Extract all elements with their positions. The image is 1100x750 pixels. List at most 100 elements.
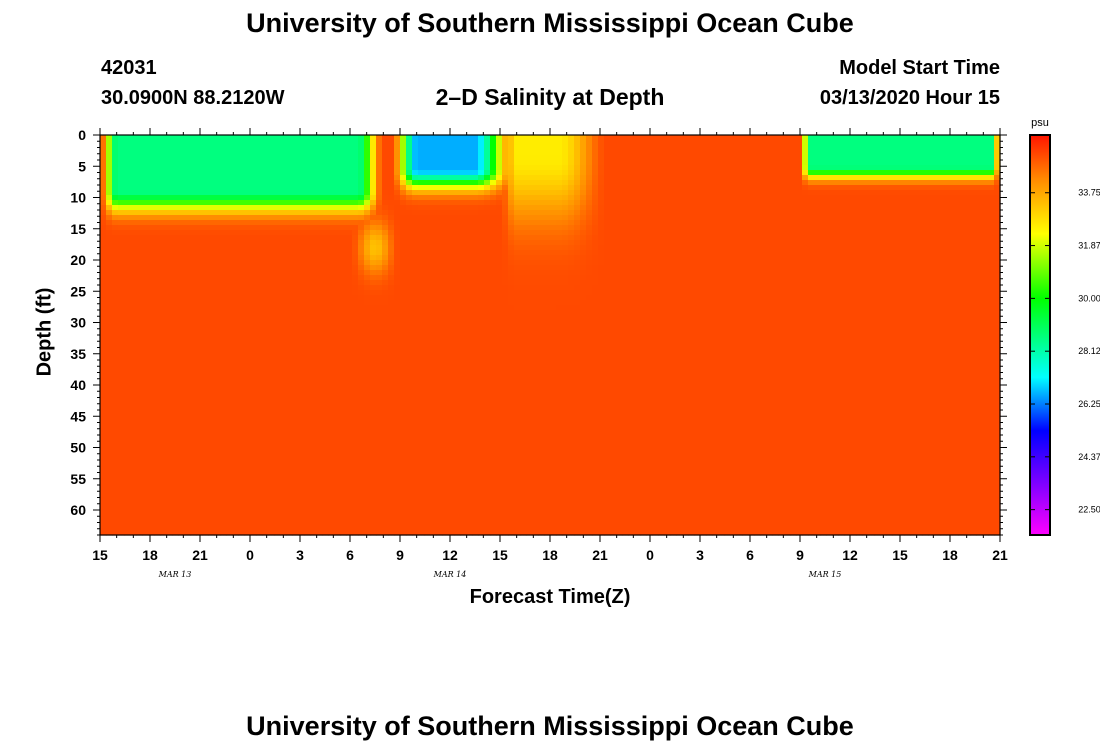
heatmap-cell — [310, 285, 317, 291]
heatmap-cell — [454, 500, 461, 506]
heatmap-cell — [406, 240, 413, 246]
heatmap-cell — [424, 470, 431, 476]
heatmap-cell — [448, 460, 455, 466]
heatmap-cell — [328, 515, 335, 521]
heatmap-cell — [418, 430, 425, 436]
heatmap-cell — [388, 350, 395, 356]
heatmap-cell — [340, 450, 347, 456]
heatmap-cell — [364, 420, 371, 426]
heatmap-cell — [112, 380, 119, 386]
heatmap-cell — [406, 415, 413, 421]
heatmap-cell — [358, 145, 365, 151]
heatmap-cell — [232, 330, 239, 336]
heatmap-cell — [412, 225, 419, 231]
heatmap-cell — [214, 480, 221, 486]
heatmap-cell — [472, 200, 479, 206]
heatmap-cell — [316, 220, 323, 226]
heatmap-cell — [370, 145, 377, 151]
heatmap-cell — [202, 520, 209, 526]
heatmap-cell — [406, 270, 413, 276]
heatmap-cell — [226, 470, 233, 476]
heatmap-cell — [166, 400, 173, 406]
heatmap-cell — [286, 470, 293, 476]
heatmap-cell — [436, 470, 443, 476]
heatmap-cell — [412, 430, 419, 436]
heatmap-cell — [136, 255, 143, 261]
heatmap-cell — [118, 235, 125, 241]
heatmap-cell — [466, 150, 473, 156]
heatmap-cell — [370, 435, 377, 441]
heatmap-cell — [316, 365, 323, 371]
heatmap-cell — [244, 315, 251, 321]
heatmap-cell — [328, 255, 335, 261]
heatmap-cell — [418, 210, 425, 216]
heatmap-cell — [178, 500, 185, 506]
heatmap-cell — [226, 510, 233, 516]
heatmap-cell — [172, 530, 179, 536]
heatmap-cell — [184, 360, 191, 366]
heatmap-cell — [148, 530, 155, 536]
heatmap-cell — [280, 430, 287, 436]
heatmap-cell — [226, 370, 233, 376]
heatmap-cell — [364, 320, 371, 326]
heatmap-cell — [304, 450, 311, 456]
heatmap-cell — [370, 370, 377, 376]
heatmap-cell — [172, 335, 179, 341]
heatmap-cell — [250, 260, 257, 266]
heatmap-cell — [286, 285, 293, 291]
heatmap-cell — [382, 205, 389, 211]
heatmap-cell — [112, 440, 119, 446]
heatmap-cell — [184, 315, 191, 321]
heatmap-cell — [424, 360, 431, 366]
heatmap-cell — [226, 285, 233, 291]
heatmap-cell — [316, 330, 323, 336]
heatmap-cell — [280, 250, 287, 256]
heatmap-cell — [376, 495, 383, 501]
heatmap-cell — [238, 495, 245, 501]
heatmap-cell — [190, 240, 197, 246]
heatmap-cell — [142, 515, 149, 521]
heatmap-cell — [418, 495, 425, 501]
heatmap-cell — [298, 295, 305, 301]
heatmap-cell — [112, 250, 119, 256]
heatmap-cell — [346, 400, 353, 406]
heatmap-cell — [226, 325, 233, 331]
heatmap-cell — [442, 175, 449, 181]
heatmap-cell — [400, 155, 407, 161]
heatmap-cell — [268, 480, 275, 486]
heatmap-cell — [202, 440, 209, 446]
heatmap-cell — [448, 315, 455, 321]
heatmap-cell — [370, 405, 377, 411]
heatmap-cell — [304, 460, 311, 466]
heatmap-cell — [118, 320, 125, 326]
heatmap-cell — [250, 430, 257, 436]
heatmap-cell — [364, 355, 371, 361]
heatmap-cell — [430, 195, 437, 201]
heatmap-cell — [172, 355, 179, 361]
heatmap-cell — [208, 290, 215, 296]
heatmap-cell — [244, 255, 251, 261]
heatmap-cell — [232, 280, 239, 286]
heatmap-cell — [136, 490, 143, 496]
heatmap-cell — [358, 270, 365, 276]
heatmap-cell — [334, 455, 341, 461]
heatmap-cell — [232, 225, 239, 231]
heatmap-cell — [412, 190, 419, 196]
heatmap-cell — [394, 175, 401, 181]
heatmap-cell — [298, 160, 305, 166]
heatmap-cell — [142, 400, 149, 406]
heatmap-cell — [340, 360, 347, 366]
heatmap-cell — [232, 305, 239, 311]
heatmap-cell — [418, 300, 425, 306]
heatmap-cell — [322, 450, 329, 456]
heatmap-cell — [448, 525, 455, 531]
model-start-value: 03/13/2020 Hour 15 — [819, 87, 1000, 109]
heatmap-cell — [364, 385, 371, 391]
heatmap-cell — [100, 475, 107, 481]
heatmap-cell — [250, 445, 257, 451]
heatmap-cell — [352, 140, 359, 146]
heatmap-cell — [160, 390, 167, 396]
heatmap-cell — [160, 435, 167, 441]
heatmap-cell — [268, 505, 275, 511]
heatmap-cell — [112, 260, 119, 266]
